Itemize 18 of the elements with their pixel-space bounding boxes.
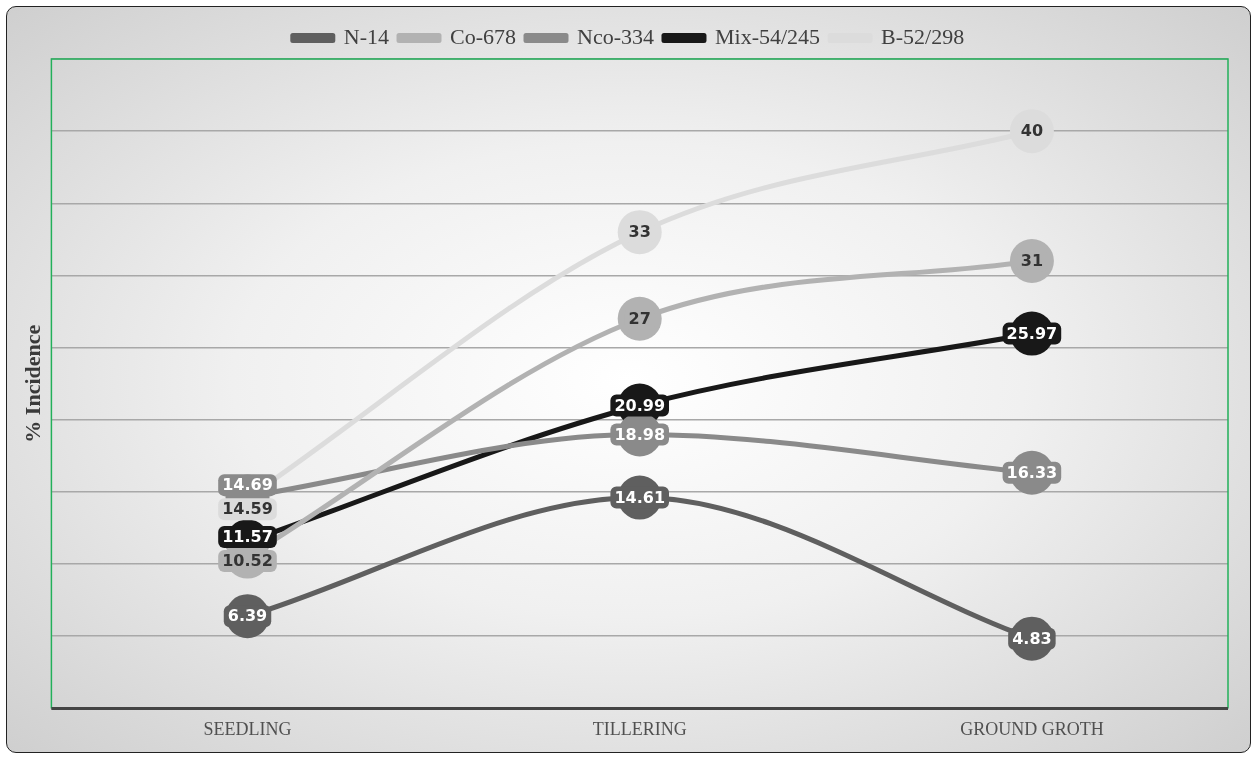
data-label: 16.33: [1006, 462, 1058, 482]
legend-label: N-14: [343, 23, 390, 49]
x-tick-label: SEEDLING: [203, 718, 292, 739]
x-tick-label: TILLERING: [592, 718, 687, 739]
data-label: 6.39: [227, 606, 268, 626]
data-label: 31: [1020, 251, 1044, 271]
legend-label: Mix-54/245: [714, 23, 821, 49]
legend-label: Co-678: [450, 23, 517, 49]
legend-label: Nco-334: [577, 23, 654, 49]
x-tick-label: GROUND GROTH: [960, 718, 1104, 739]
data-label: 27: [628, 308, 651, 328]
data-label: 4.83: [1012, 628, 1052, 648]
data-label: 20.99: [614, 395, 665, 415]
legend-label: B-52/298: [881, 23, 965, 49]
data-label: 33: [628, 222, 651, 242]
data-label: 40: [1020, 121, 1044, 141]
data-label: 25.97: [1006, 323, 1058, 343]
y-axis-title: % Incidence: [19, 324, 45, 443]
